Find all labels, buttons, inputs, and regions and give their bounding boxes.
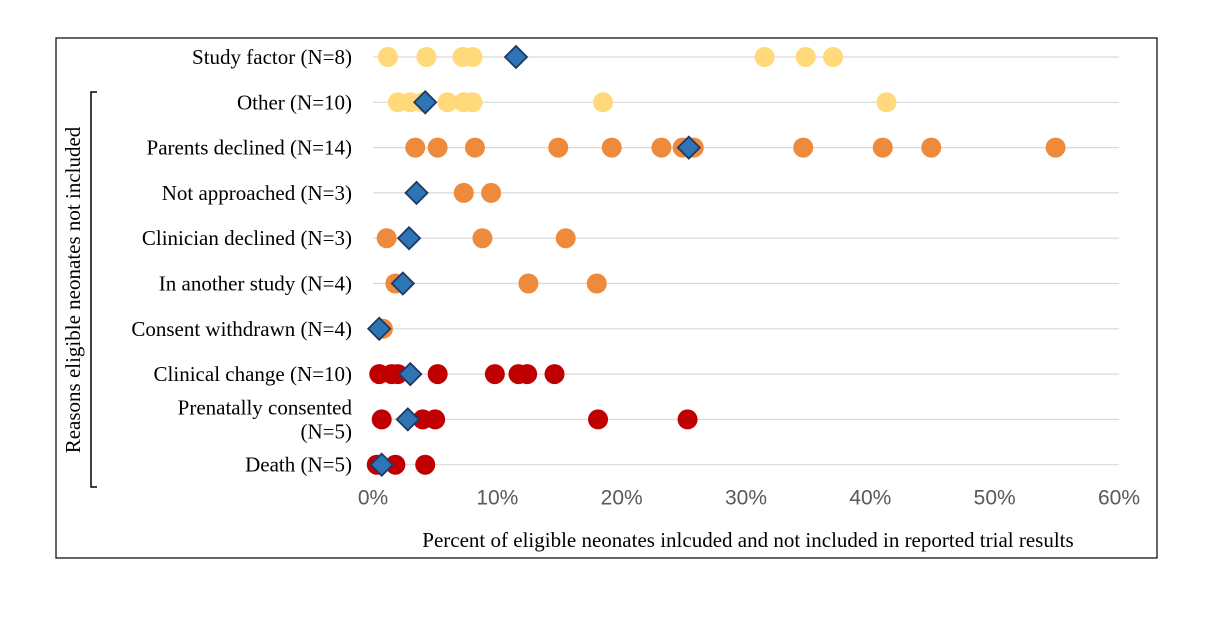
data-point	[371, 409, 392, 430]
x-axis-ticks: 0% 10% 20% 30% 40% 50% 60%	[358, 487, 1140, 510]
data-point	[677, 409, 698, 430]
category-label: Other (N=10)	[237, 90, 352, 114]
x-tick-label: 60%	[1098, 487, 1140, 510]
data-point	[453, 182, 474, 203]
data-point	[921, 137, 942, 158]
y-axis-bracket	[90, 91, 97, 488]
x-tick-label: 30%	[725, 487, 767, 510]
x-tick-label: 40%	[849, 487, 891, 510]
data-point	[555, 228, 576, 249]
x-tick-label: 20%	[601, 487, 643, 510]
data-point	[754, 47, 775, 67]
data-point	[517, 364, 538, 385]
mean-marker	[395, 407, 421, 432]
category-label: Prenatally consented	[178, 395, 353, 419]
mean-marker	[676, 135, 702, 160]
data-point	[651, 137, 672, 158]
x-tick-label: 50%	[974, 487, 1016, 510]
data-point	[377, 47, 398, 67]
data-point	[481, 182, 502, 203]
data-point	[427, 137, 448, 158]
category-label: Consent withdrawn (N=4)	[131, 317, 352, 341]
mean-marker	[369, 452, 394, 477]
data-point	[876, 92, 897, 113]
category-labels: Study factor (N=8) Other (N=10) Parents de…	[131, 45, 352, 477]
data-point	[405, 137, 426, 158]
data-point	[484, 364, 505, 385]
category-label: Clinical change (N=10)	[154, 362, 352, 386]
mean-markers	[366, 44, 702, 477]
mean-marker	[366, 316, 392, 342]
data-point	[385, 454, 406, 475]
category-label: Parents declined (N=14)	[147, 136, 352, 160]
data-point	[462, 92, 483, 113]
data-point	[462, 47, 483, 67]
category-label: (N=5)	[301, 419, 353, 443]
data-point	[437, 92, 458, 113]
data-point	[544, 364, 565, 385]
data-point	[793, 137, 814, 158]
data-point	[376, 228, 397, 249]
category-label: Study factor (N=8)	[192, 45, 352, 69]
data-point	[593, 92, 614, 113]
mean-marker	[503, 44, 529, 70]
mean-marker	[390, 271, 416, 296]
data-point	[387, 364, 408, 385]
data-point	[588, 409, 609, 430]
data-point	[548, 137, 569, 158]
x-axis-title: Percent of eligible neonates inlcuded an…	[422, 528, 1073, 552]
data-point	[823, 47, 844, 67]
data-point	[472, 228, 493, 249]
mean-marker	[398, 361, 423, 387]
y-axis-title: Reasons eligible neonates not included	[61, 126, 85, 453]
data-point	[425, 409, 446, 430]
category-label: Death (N=5)	[245, 453, 352, 477]
mean-marker	[396, 225, 422, 251]
mean-marker	[412, 90, 438, 115]
data-point	[415, 454, 436, 475]
x-tick-label: 0%	[358, 487, 388, 510]
data-point	[872, 137, 893, 158]
data-point	[795, 47, 816, 67]
data-point	[518, 273, 539, 294]
data-point	[586, 273, 607, 294]
data-point	[601, 137, 622, 158]
data-point	[1045, 137, 1066, 158]
data-point	[427, 364, 448, 385]
x-tick-label: 10%	[476, 487, 518, 510]
category-label: Clinician declined (N=3)	[142, 226, 352, 250]
data-point	[416, 47, 437, 67]
data-point	[464, 137, 485, 158]
category-label: Not approached (N=3)	[162, 181, 352, 205]
category-label: In another study (N=4)	[159, 272, 352, 296]
mean-marker	[404, 180, 429, 206]
chart-frame	[55, 37, 1158, 559]
